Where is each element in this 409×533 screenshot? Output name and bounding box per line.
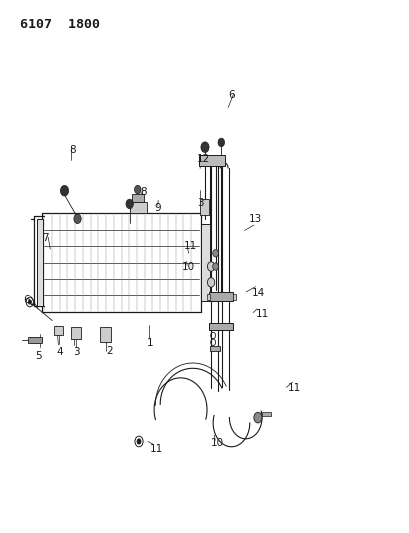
Text: 11: 11 <box>184 241 197 252</box>
Text: 14: 14 <box>251 288 264 298</box>
Text: 12: 12 <box>196 155 209 164</box>
Text: 4: 4 <box>56 348 63 358</box>
Bar <box>54 326 63 335</box>
Circle shape <box>28 300 31 304</box>
Bar <box>208 293 233 301</box>
Bar <box>71 327 81 339</box>
Circle shape <box>207 278 214 287</box>
Circle shape <box>207 262 214 271</box>
Text: 11: 11 <box>255 309 268 319</box>
Circle shape <box>126 199 133 209</box>
Text: 5: 5 <box>36 351 42 361</box>
Text: 8: 8 <box>69 145 76 155</box>
Circle shape <box>212 263 218 270</box>
Text: 8: 8 <box>140 187 147 197</box>
Bar <box>131 194 144 202</box>
Text: 3: 3 <box>197 198 204 208</box>
Circle shape <box>212 249 218 257</box>
Circle shape <box>253 413 261 423</box>
Text: 3: 3 <box>73 348 80 358</box>
Circle shape <box>137 439 141 444</box>
Text: 2: 2 <box>106 346 112 357</box>
Text: 6: 6 <box>227 90 234 100</box>
Text: 6: 6 <box>23 295 30 305</box>
Bar <box>206 294 209 300</box>
Circle shape <box>134 185 141 194</box>
Bar <box>209 346 220 351</box>
Text: 6107  1800: 6107 1800 <box>20 18 99 31</box>
Circle shape <box>60 185 68 196</box>
Bar <box>200 224 209 301</box>
Text: 10: 10 <box>210 438 223 448</box>
Text: 1: 1 <box>146 338 153 349</box>
Text: 10: 10 <box>181 262 194 271</box>
Text: 9: 9 <box>155 203 161 213</box>
Circle shape <box>74 214 81 223</box>
Text: 13: 13 <box>249 214 262 224</box>
Text: 11: 11 <box>287 383 301 393</box>
Text: 7: 7 <box>42 233 49 244</box>
Circle shape <box>200 142 209 152</box>
Bar <box>129 202 146 214</box>
Bar <box>209 323 232 330</box>
Bar <box>37 219 43 306</box>
Bar <box>28 337 42 343</box>
Bar <box>198 155 225 166</box>
Text: 11: 11 <box>149 445 162 455</box>
Circle shape <box>218 138 224 147</box>
Bar <box>261 412 270 416</box>
Bar <box>100 327 111 342</box>
Bar <box>199 199 208 215</box>
Bar <box>233 294 236 300</box>
